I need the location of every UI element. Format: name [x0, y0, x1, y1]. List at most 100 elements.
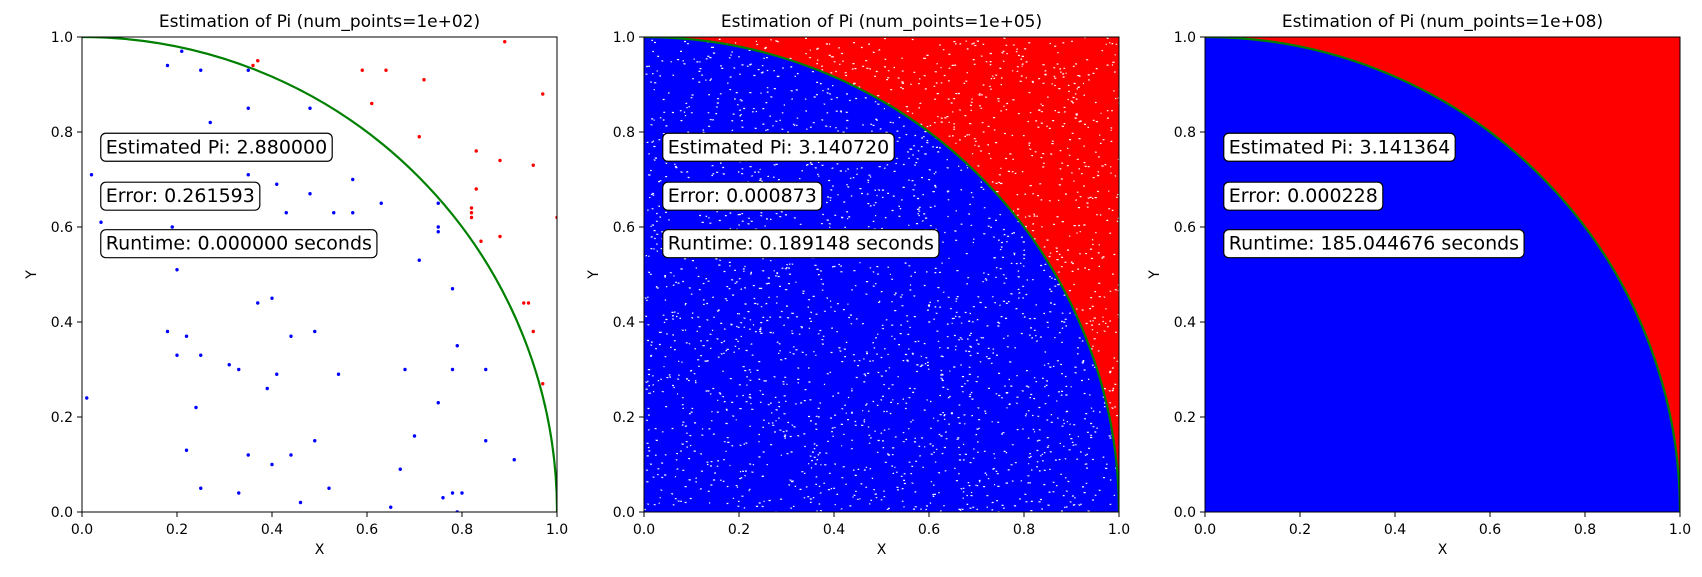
inside-point: [246, 453, 250, 457]
y-tick-label: 0.6: [613, 220, 635, 236]
annotation-text: Runtime: 185.044676 seconds: [1229, 233, 1519, 255]
annotation-text: Estimated Pi: 3.140720: [668, 136, 889, 158]
inside-point: [170, 225, 174, 229]
inside-point: [199, 353, 203, 357]
x-tick-label: 0.0: [71, 522, 93, 538]
x-tick-label: 0.4: [261, 522, 283, 538]
axes-frame: [1204, 36, 1681, 513]
inside-point: [99, 220, 103, 224]
annotation-text: Runtime: 0.000000 seconds: [106, 233, 372, 255]
annotation-frame: [100, 181, 261, 211]
inside-point: [327, 486, 331, 490]
x-axis-label: X: [877, 542, 887, 558]
inside-point: [460, 491, 464, 495]
plot-background: [82, 37, 557, 512]
inside-point: [184, 334, 189, 338]
chart-title: Estimation of Pi (num_points=1e+08): [1282, 12, 1603, 32]
annotation-box: Estimated Pi: 3.141364: [1223, 132, 1456, 162]
outside-point: [474, 149, 478, 153]
annotation-box: Estimated Pi: 3.140720: [662, 132, 895, 162]
inside-point: [289, 453, 293, 457]
inside-point: [336, 372, 341, 376]
annotation-frame: [100, 132, 333, 162]
inside-point: [270, 462, 274, 467]
chart-title: Estimation of Pi (num_points=1e+02): [159, 12, 480, 32]
y-tick-label: 0.0: [1174, 505, 1196, 521]
inside-point: [436, 401, 440, 405]
inside-point: [199, 68, 203, 72]
subplot-2: 0.0 0.2 0.4 0.6 0.8 1.0 0.0 0.2 0.4 0.6 0.8 1.0 X Y Es…: [586, 12, 1130, 558]
annotation-text: Estimated Pi: 3.141364: [1229, 136, 1450, 158]
x-tick-label: 0.8: [1574, 522, 1596, 538]
inside-point: [175, 268, 179, 272]
y-tick-label: 0.4: [613, 315, 635, 331]
inside-point: [313, 329, 317, 334]
inside-point: [379, 201, 383, 205]
inside-point: [246, 173, 250, 177]
x-tick-label: 0.0: [1194, 522, 1216, 538]
outside-point: [469, 211, 474, 215]
y-axis-label: Y: [24, 270, 40, 280]
plot-area: [1205, 37, 1680, 512]
inside-point: [275, 182, 279, 186]
inside-point: [246, 68, 250, 72]
chart-title: Estimation of Pi (num_points=1e+05): [721, 12, 1042, 32]
x-tick-label: 1.0: [1669, 522, 1691, 538]
y-tick-label: 0.2: [1174, 410, 1196, 426]
inside-point: [289, 334, 293, 338]
annotation-box: Error: 0.000873: [662, 181, 823, 211]
annotation-frame: [100, 229, 378, 259]
inside-point: [265, 386, 269, 391]
x-tick-label: 0.2: [166, 522, 188, 538]
inside-point: [180, 49, 184, 53]
inside-point: [332, 211, 336, 215]
y-tick-label: 1.0: [613, 30, 635, 46]
inside-point: [351, 211, 355, 215]
annotation-box: Error: 0.261593: [100, 181, 261, 211]
x-tick-label: 0.6: [356, 522, 378, 538]
y-tick-label: 0.8: [613, 125, 635, 141]
inside-point: [417, 258, 421, 262]
x-tick-label: 1.0: [546, 522, 568, 538]
annotation-text: Runtime: 0.189148 seconds: [668, 233, 934, 255]
annotation-frame: [1223, 229, 1525, 259]
inside-point: [194, 405, 198, 410]
inside-point: [256, 301, 260, 305]
outside-point: [526, 301, 531, 305]
y-axis-label: Y: [1147, 270, 1163, 280]
outside-point: [541, 92, 545, 96]
inside-point: [208, 120, 212, 125]
annotation-box: Runtime: 0.189148 seconds: [662, 229, 940, 259]
y-tick-label: 0.0: [613, 505, 635, 521]
inside-point: [450, 287, 455, 291]
inside-point: [389, 505, 393, 509]
inside-point: [450, 491, 455, 495]
y-axis-label: Y: [586, 270, 602, 280]
outside-point: [384, 68, 388, 72]
annotation-box: Runtime: 0.000000 seconds: [100, 229, 378, 259]
y-tick-label: 1.0: [1174, 30, 1196, 46]
inside-point: [455, 344, 459, 348]
inside-point: [450, 367, 455, 372]
outside-point: [531, 163, 535, 167]
inside-point: [436, 201, 440, 205]
y-tick-label: 0.4: [1174, 315, 1196, 331]
inside-point: [227, 363, 231, 367]
y-tick-label: 1.0: [51, 30, 73, 46]
plot-area: [644, 37, 1119, 512]
outside-point: [479, 239, 483, 243]
x-tick-label: 0.8: [451, 522, 473, 538]
inside-point: [237, 367, 241, 372]
annotation-frame: [662, 181, 823, 211]
y-tick-label: 0.2: [613, 410, 635, 426]
inside-point: [308, 106, 312, 110]
inside-point: [313, 439, 317, 443]
outside-point: [469, 206, 474, 210]
x-tick-label: 1.0: [1108, 522, 1130, 538]
subplot-1: 0.0 0.2 0.4 0.6 0.8 1.0 0.0 0.2 0.4 0.6 0.8 1.0 X Y Es…: [24, 12, 568, 558]
x-axis-label: X: [315, 542, 325, 558]
inside-point: [237, 491, 241, 495]
annotation-box: Runtime: 185.044676 seconds: [1223, 229, 1525, 259]
annotation-frame: [662, 229, 940, 259]
